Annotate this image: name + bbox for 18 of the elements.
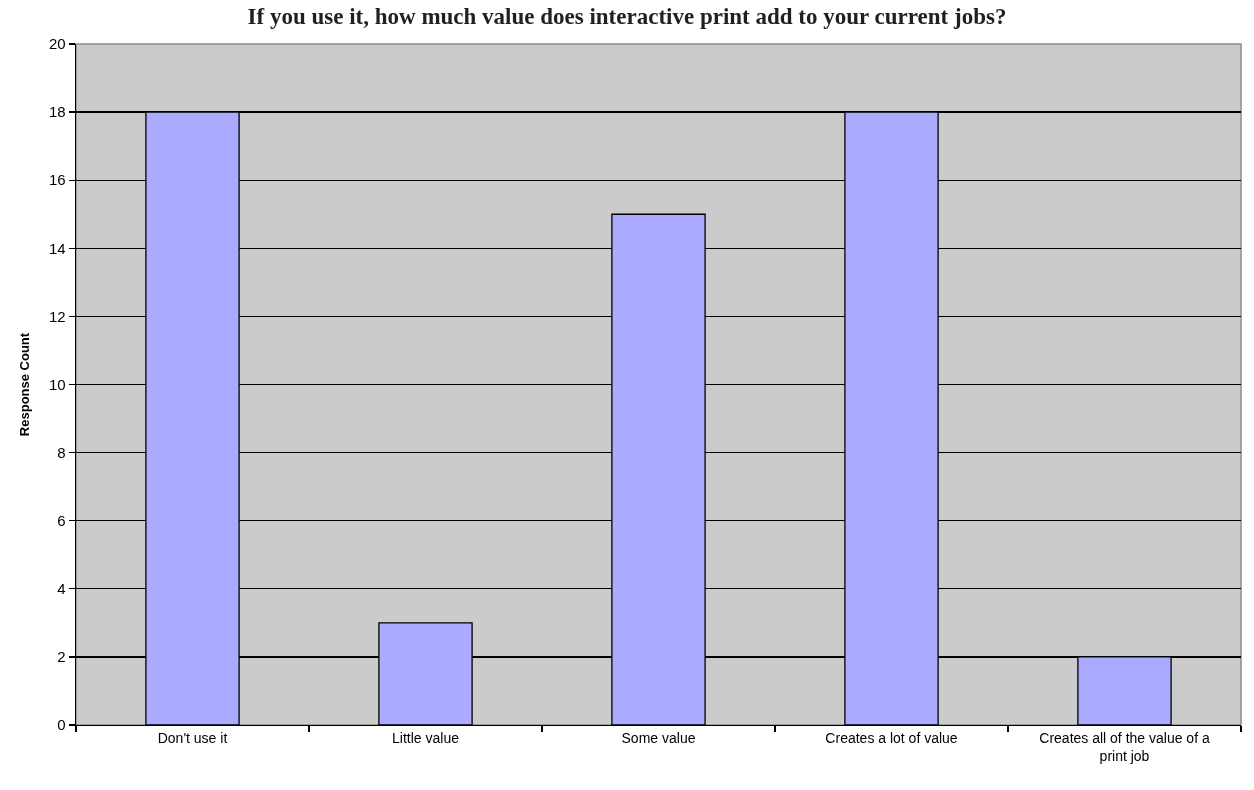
x-tick-label: Little value bbox=[392, 730, 460, 747]
y-tick-label: 12 bbox=[49, 307, 66, 325]
y-tick-label: 0 bbox=[57, 716, 66, 734]
y-tick-label: 4 bbox=[57, 580, 66, 598]
y-tick-label: 14 bbox=[49, 239, 66, 257]
x-tick-label: Creates a lot of value bbox=[825, 730, 958, 747]
y-tick-label: 2 bbox=[57, 648, 66, 666]
y-tick-label: 18 bbox=[49, 103, 66, 121]
y-axis-title: Response Count bbox=[17, 332, 33, 437]
y-tick-label: 16 bbox=[49, 171, 66, 189]
chart-title: If you use it, how much value does interactive print add to your current jobs? bbox=[247, 4, 1007, 29]
y-tick-label: 20 bbox=[49, 35, 66, 53]
x-tick-label: Some value bbox=[621, 730, 696, 747]
x-tick-label: Creates all of the value of a print job bbox=[1039, 730, 1210, 765]
y-tick-label: 8 bbox=[57, 443, 66, 461]
x-tick-label: Don't use it bbox=[157, 730, 228, 747]
y-tick-label: 6 bbox=[57, 511, 66, 529]
y-tick-label: 10 bbox=[49, 375, 66, 393]
